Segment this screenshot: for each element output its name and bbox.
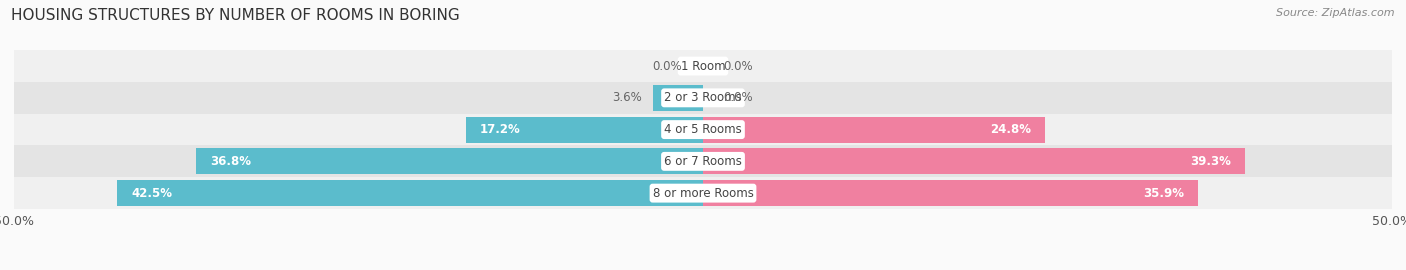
Text: 36.8%: 36.8% <box>209 155 250 168</box>
Bar <box>14 146 1392 177</box>
Text: 17.2%: 17.2% <box>479 123 520 136</box>
Text: 42.5%: 42.5% <box>131 187 172 200</box>
Bar <box>14 177 1392 209</box>
Text: 35.9%: 35.9% <box>1143 187 1184 200</box>
Bar <box>703 148 1244 174</box>
Text: 0.0%: 0.0% <box>724 91 754 104</box>
Bar <box>703 180 1198 206</box>
Bar <box>14 114 1392 146</box>
Text: Source: ZipAtlas.com: Source: ZipAtlas.com <box>1277 8 1395 18</box>
Text: HOUSING STRUCTURES BY NUMBER OF ROOMS IN BORING: HOUSING STRUCTURES BY NUMBER OF ROOMS IN… <box>11 8 460 23</box>
Text: 39.3%: 39.3% <box>1189 155 1230 168</box>
Text: 0.0%: 0.0% <box>652 60 682 73</box>
Bar <box>465 117 703 143</box>
Bar <box>14 50 1392 82</box>
Text: 8 or more Rooms: 8 or more Rooms <box>652 187 754 200</box>
Text: 3.6%: 3.6% <box>613 91 643 104</box>
Bar <box>703 117 1045 143</box>
Bar <box>195 148 703 174</box>
Text: 4 or 5 Rooms: 4 or 5 Rooms <box>664 123 742 136</box>
Text: 6 or 7 Rooms: 6 or 7 Rooms <box>664 155 742 168</box>
Bar <box>14 82 1392 114</box>
Text: 0.0%: 0.0% <box>724 60 754 73</box>
Text: 1 Room: 1 Room <box>681 60 725 73</box>
Bar <box>117 180 703 206</box>
Bar <box>654 85 703 111</box>
Text: 2 or 3 Rooms: 2 or 3 Rooms <box>664 91 742 104</box>
Text: 24.8%: 24.8% <box>990 123 1031 136</box>
